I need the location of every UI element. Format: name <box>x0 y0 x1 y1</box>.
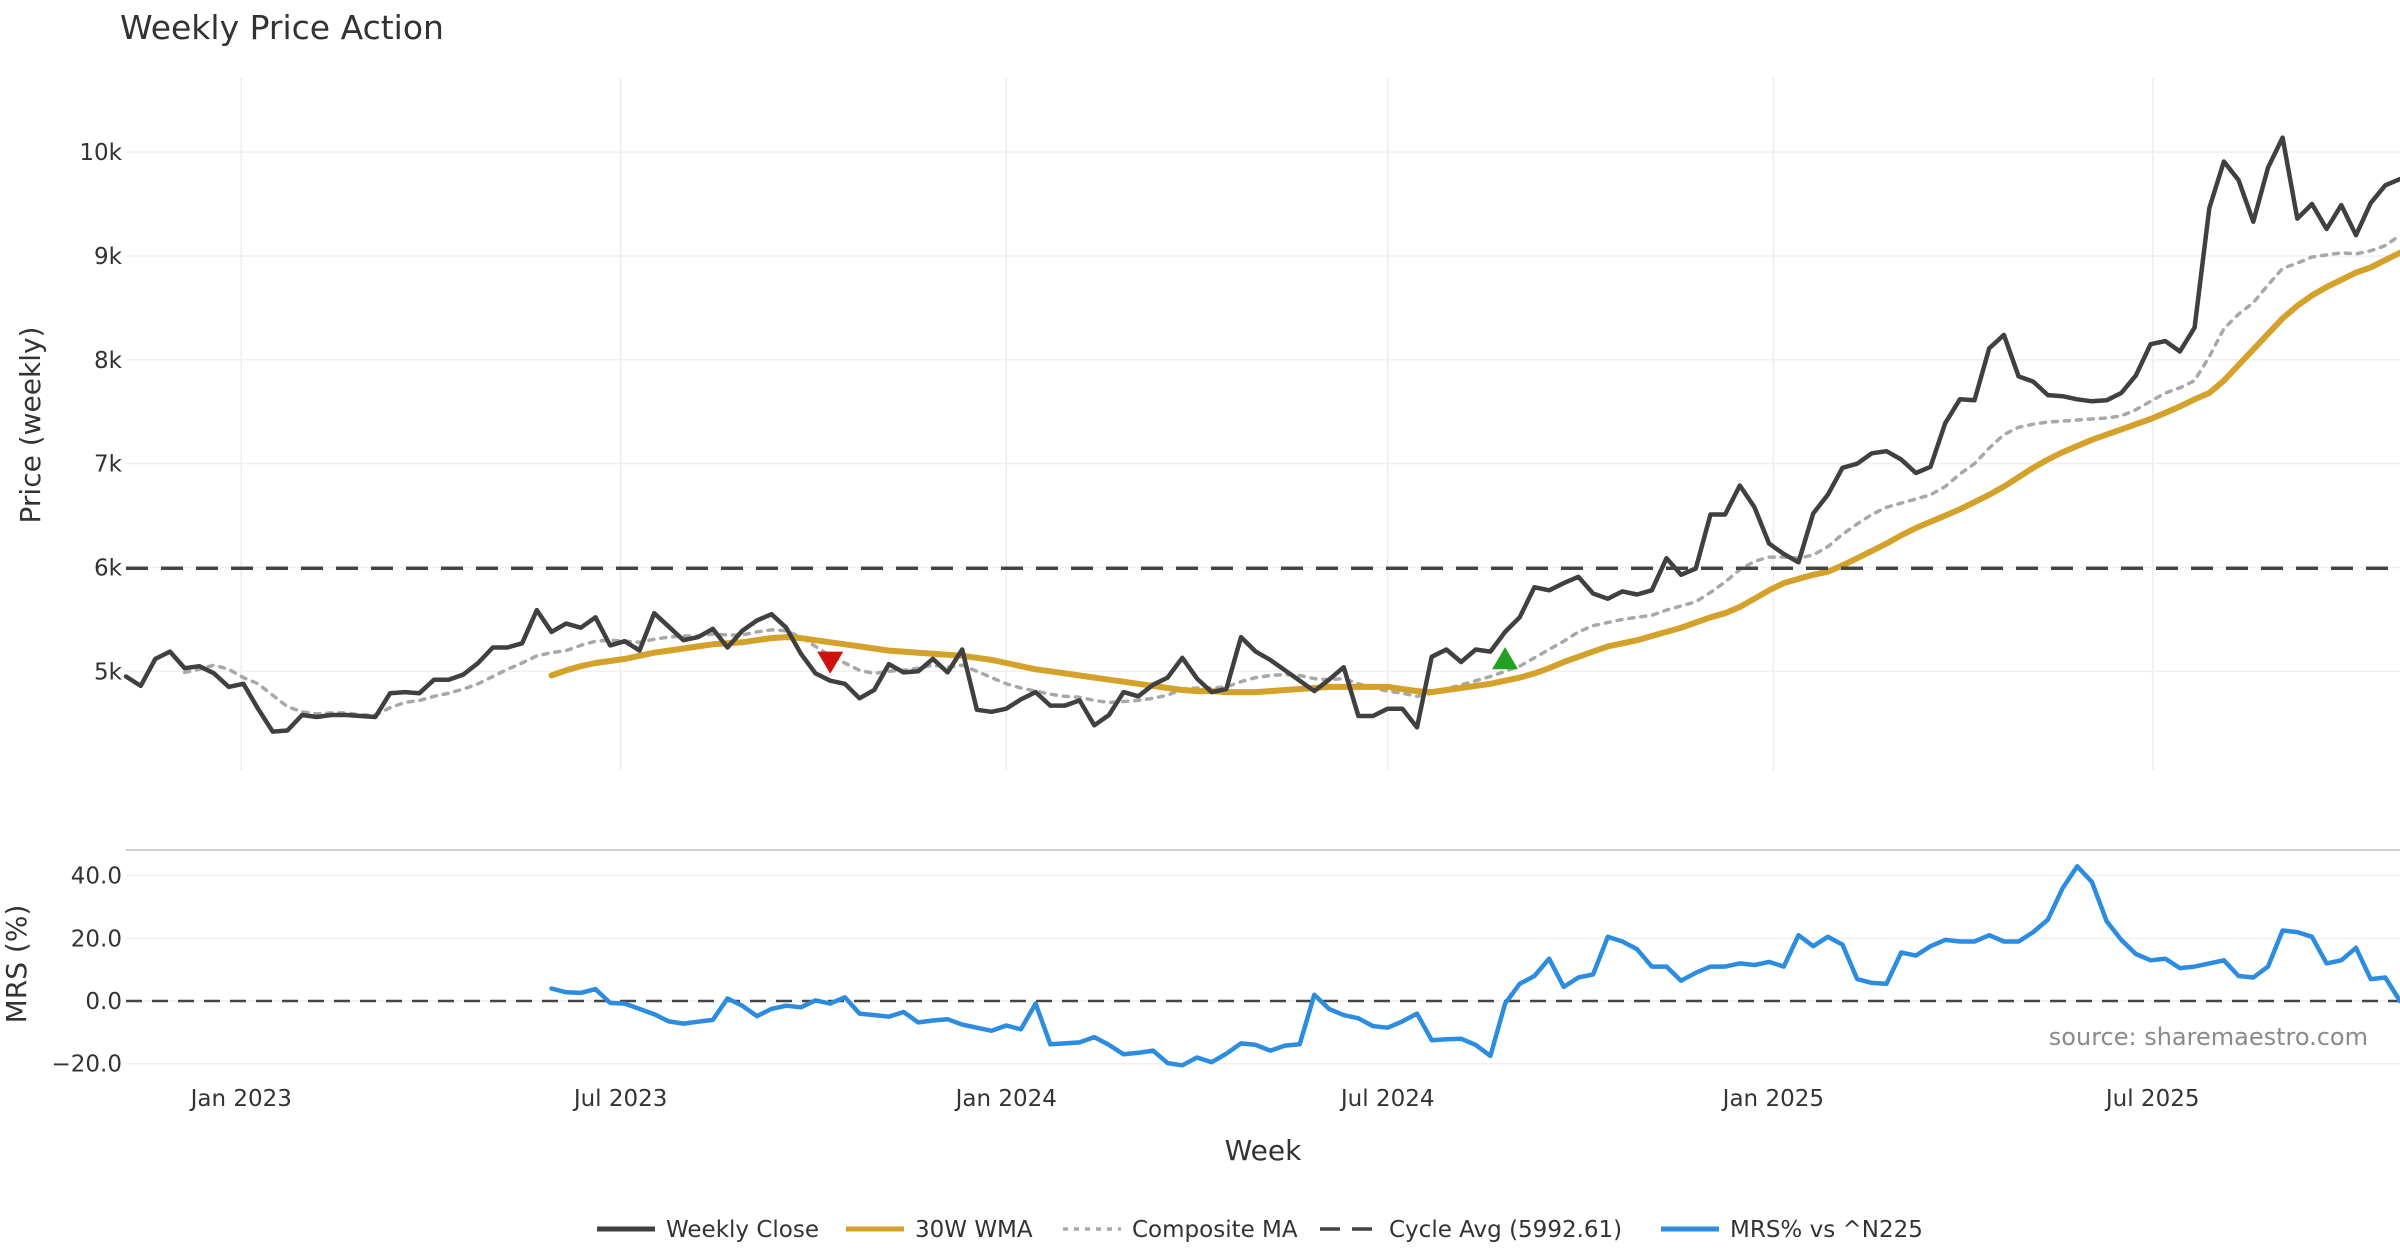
legend-label: MRS% vs ^N225 <box>1730 1217 1923 1243</box>
price-y-tick-label: 8k <box>94 348 123 374</box>
price-y-tick-label: 10k <box>79 140 122 166</box>
mrs-y-tick-label: 20.0 <box>71 926 122 952</box>
legend-label: 30W WMA <box>915 1217 1033 1243</box>
x-tick-label: Jan 2025 <box>1721 1086 1824 1112</box>
buy-signal-marker <box>1492 647 1519 670</box>
sell-signal-marker <box>817 651 844 674</box>
legend-item-cycle-avg-5992-61: Cycle Avg (5992.61) <box>1320 1217 1622 1243</box>
signal-markers <box>817 647 1519 674</box>
x-axis-label: Week <box>1225 1134 1302 1167</box>
price-y-tick-label: 5k <box>94 659 123 685</box>
mrs-series-group <box>126 864 2400 1068</box>
x-tick-label: Jul 2025 <box>2104 1086 2200 1112</box>
legend-label: Composite MA <box>1132 1217 1298 1243</box>
mrs-y-tick-label: −20.0 <box>52 1052 122 1078</box>
x-tick-label: Jul 2024 <box>1339 1086 1435 1112</box>
mrs-y-axis-label: MRS (%) <box>0 905 33 1024</box>
price-panel: 5k 6k 7k 8k 9k 10k Price (weekly) <box>14 78 2400 770</box>
price-gridlines <box>126 78 2400 770</box>
chart-title: Weekly Price Action <box>120 8 444 47</box>
price-y-axis: 5k 6k 7k 8k 9k 10k <box>79 140 122 685</box>
source-note: source: sharemaestro.com <box>2049 1023 2368 1051</box>
legend-item-weekly-close: Weekly Close <box>597 1217 819 1243</box>
price-series-group <box>123 135 2400 734</box>
x-tick-label: Jul 2023 <box>572 1086 668 1112</box>
series-mrs-vs-n225 <box>549 864 2400 1068</box>
legend-label: Cycle Avg (5992.61) <box>1389 1217 1622 1243</box>
legend: Weekly Close 30W WMA Composite MA Cycle Avg… <box>597 1217 1923 1243</box>
legend-item-composite-ma: Composite MA <box>1063 1217 1298 1243</box>
x-tick-label: Jan 2023 <box>189 1086 292 1112</box>
legend-item-30w-wma: 30W WMA <box>846 1217 1033 1243</box>
series-weekly-close <box>123 135 2400 734</box>
x-tick-label: Jan 2024 <box>954 1086 1057 1112</box>
mrs-y-tick-label: 0.0 <box>85 989 122 1015</box>
price-y-tick-label: 9k <box>94 244 123 270</box>
x-axis: Jan 2023 Jul 2023 Jan 2024 Jul 2024 Jan 2025… <box>189 1086 2200 1112</box>
price-y-tick-label: 7k <box>94 452 123 478</box>
mrs-y-tick-label: 40.0 <box>71 864 122 890</box>
mrs-y-axis: −20.0 0.0 20.0 40.0 <box>52 864 122 1078</box>
series-30w-wma <box>548 249 2400 696</box>
price-y-axis-label: Price (weekly) <box>14 327 47 524</box>
price-y-tick-label: 6k <box>94 556 123 582</box>
legend-item-mrs-vs-n225: MRS% vs ^N225 <box>1661 1217 1923 1243</box>
legend-label: Weekly Close <box>666 1217 819 1243</box>
mrs-panel: −20.0 0.0 20.0 40.0 MRS (%) source: sharema… <box>0 864 2400 1078</box>
